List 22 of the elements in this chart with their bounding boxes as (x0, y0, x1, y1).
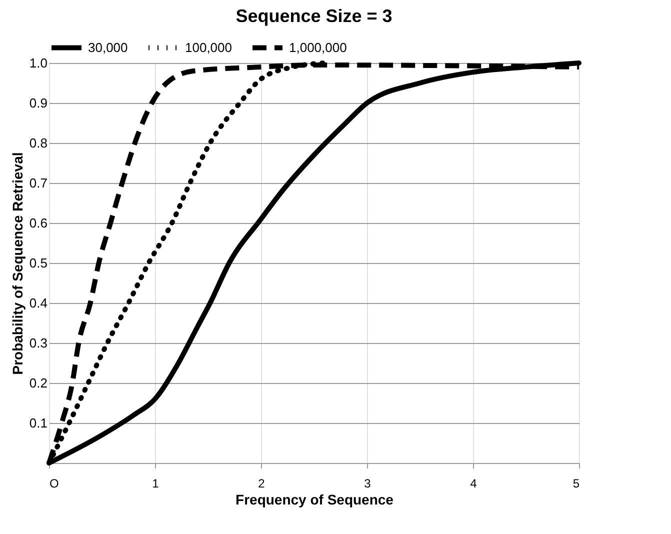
chart-title: Sequence Size = 3 (236, 6, 392, 26)
x-tick-label: 4 (470, 476, 478, 490)
legend-label: 1,000,000 (289, 40, 347, 55)
legend-label: 100,000 (185, 40, 232, 55)
y-axis-title: Probability of Sequence Retrieval (9, 152, 26, 375)
y-tick-label: 0.2 (29, 376, 48, 390)
y-tick-label: 0.3 (29, 336, 48, 350)
x-tick-label: 5 (572, 476, 580, 490)
y-tick-label: 0.5 (29, 256, 48, 270)
x-axis-title: Frequency of Sequence (236, 492, 394, 508)
y-tick-label: 0.4 (29, 296, 48, 310)
y-tick-label: 0.6 (29, 216, 48, 230)
y-tick-label: 0.1 (29, 416, 48, 430)
legend-label: 30,000 (88, 40, 128, 55)
x-tick-label: 3 (364, 476, 372, 490)
x-tick-label: 2 (258, 476, 266, 490)
y-tick-label: 0.8 (29, 136, 48, 150)
x-tick-label: O (50, 476, 59, 490)
y-tick-label: 0.9 (29, 96, 48, 110)
y-tick-label: 1.0 (29, 56, 48, 70)
y-tick-label: 0.7 (29, 176, 48, 190)
x-tick-label: 1 (152, 476, 160, 490)
